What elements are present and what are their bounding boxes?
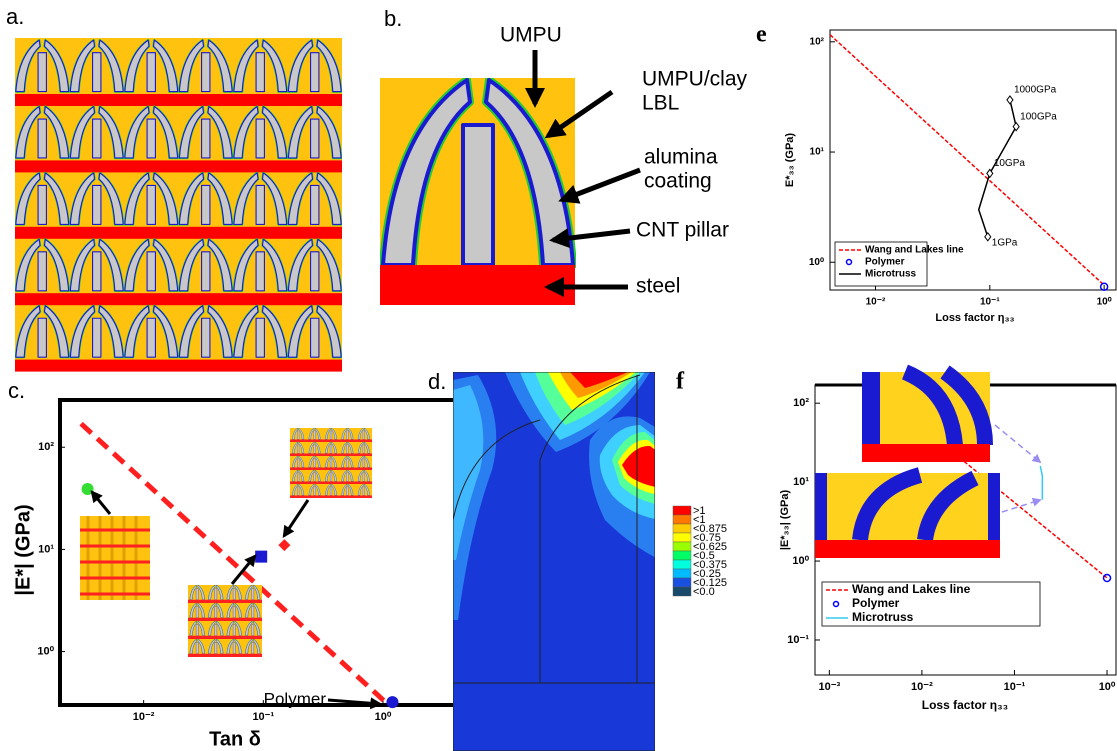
contour-legend: >1<1<0.875<0.75<0.625<0.5<0.375<0.25<0.1… [673, 505, 727, 598]
legend-label: Wang and Lakes line [852, 582, 971, 596]
panel-label: a. [6, 4, 24, 29]
x-tick-label: 10⁻¹ [1004, 681, 1026, 693]
x-tick-label: 10⁻³ [818, 681, 840, 693]
panel-label: f [676, 369, 685, 395]
legend-label: Wang and Lakes line [865, 245, 964, 256]
panel-label: d. [428, 369, 446, 394]
y-tick-label: 10⁰ [37, 645, 54, 657]
x-axis-label: Loss factor η₃₃ [935, 312, 1014, 324]
legend-swatch [673, 533, 691, 542]
steel-layer [290, 439, 372, 442]
diagram-label: alumina [644, 146, 718, 169]
steel-layer [290, 453, 372, 456]
legend-label: Polymer [865, 257, 905, 268]
point-label: 100GPa [1020, 111, 1057, 122]
steel-layer [188, 654, 262, 657]
legend-swatch [673, 569, 691, 578]
chart: 10⁻² 10⁻¹ 10⁰ 10⁰ 10¹ 10² Tan δ |E*| (GPa) Polym… [12, 400, 455, 750]
x-tick-label: 10⁻² [911, 681, 933, 693]
legend-label: Microtruss [865, 269, 917, 280]
legend-label: Microtruss [852, 610, 914, 624]
y-tick-label: 10⁻¹ [787, 634, 809, 646]
x-tick-label: 10⁻² [133, 711, 155, 723]
diagram-label: CNT pillar [636, 219, 729, 242]
diagram-label: coating [644, 170, 712, 193]
steel-layer [188, 600, 262, 603]
legend-swatch [673, 515, 691, 524]
y-tick-label: 10² [793, 397, 809, 409]
x-tick-label: 10⁰ [1097, 297, 1112, 308]
panel-label: b. [384, 6, 402, 31]
point [255, 551, 267, 563]
diagram-label: LBL [642, 92, 679, 115]
legend-swatch [673, 551, 691, 560]
x-tick-label: 10⁻² [866, 297, 886, 308]
point [386, 696, 398, 708]
legend-swatch [673, 578, 691, 587]
x-axis-label: Loss factor η₃₃ [922, 698, 1008, 712]
contour-plot [453, 372, 662, 751]
legend-swatch [673, 542, 691, 551]
legend-swatch [673, 524, 691, 533]
panel-label: c. [8, 378, 25, 403]
point-label: 1GPa [992, 237, 1018, 248]
steel-layer [15, 360, 342, 372]
point-label: 10GPa [994, 158, 1026, 169]
y-tick-label: 10¹ [793, 476, 809, 488]
y-tick-label: 10⁰ [809, 257, 824, 268]
inset [290, 428, 372, 498]
legend-label: Polymer [852, 596, 900, 610]
y-tick-label: 10² [810, 36, 825, 47]
y-tick-label: 10² [38, 441, 54, 453]
pattern-array [15, 38, 342, 372]
legend-swatch [673, 560, 691, 569]
y-axis-label: E*₃₃ (GPa) [784, 133, 796, 188]
x-tick-label: 10⁰ [375, 711, 392, 723]
panel-label: e [756, 22, 767, 48]
annotation: Polymer [264, 689, 327, 708]
y-tick-label: 10⁰ [792, 555, 809, 567]
steel-layer [15, 160, 342, 172]
unit-cell-diagram [380, 50, 640, 305]
chart: 10⁻² 10⁻¹ 10⁰ 10⁰ 10¹ 10² Loss factor η₃₃ E*₃₃ … [784, 30, 1116, 324]
x-tick-label: 10⁻¹ [252, 711, 274, 723]
y-tick-label: 10¹ [38, 543, 54, 555]
steel-layer [15, 94, 342, 106]
steel-layer [290, 495, 372, 498]
legend-label: <0.0 [693, 586, 715, 598]
steel-layer [15, 227, 342, 239]
steel-layer [290, 467, 372, 470]
y-axis-label: |E*| (GPa) [12, 504, 34, 595]
diagram-label: UMPU/clay [642, 68, 748, 91]
diagram-label: steel [636, 275, 680, 298]
legend-swatch [673, 587, 691, 596]
steel-layer [188, 636, 262, 639]
diagram-label: UMPU [500, 24, 562, 47]
x-tick-label: 10⁰ [1099, 681, 1116, 693]
inset [188, 585, 262, 657]
steel-layer [15, 293, 342, 305]
point-label: 1000GPa [1014, 85, 1057, 96]
y-axis-label: |E*₃₃| (GPa) [779, 489, 791, 550]
steel-layer [290, 481, 372, 484]
figure: a. b. c. d. e f UMPU UMPU/clayLBL aluminac… [0, 0, 1117, 751]
steel-layer [188, 618, 262, 621]
legend-swatch [673, 506, 691, 515]
y-tick-label: 10¹ [810, 147, 825, 158]
x-tick-label: 10⁻¹ [980, 297, 1000, 308]
x-axis-label: Tan δ [209, 728, 261, 750]
